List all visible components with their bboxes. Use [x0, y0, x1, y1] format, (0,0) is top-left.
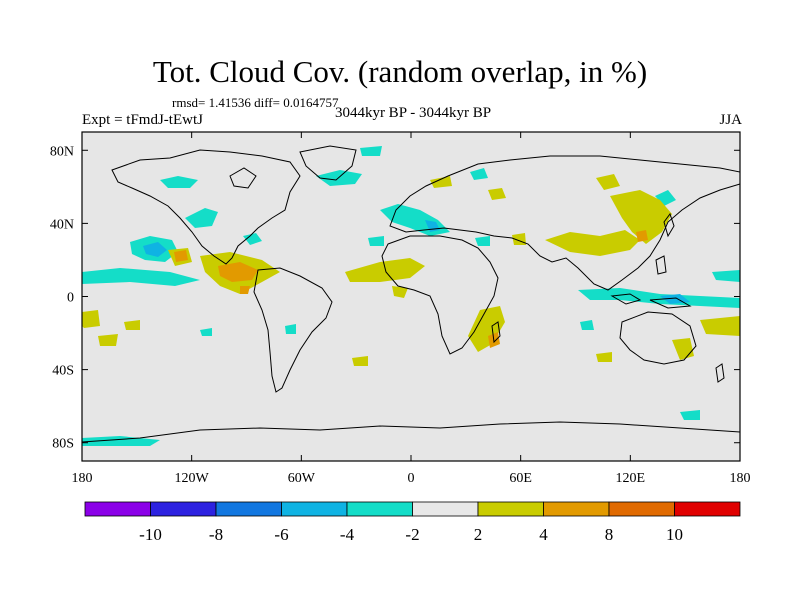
anomaly-patch: [218, 262, 258, 282]
colorbar-swatch: [346, 501, 413, 517]
coastlines: [81, 145, 741, 443]
colorbar-swatch: [543, 501, 610, 517]
latitude-axis: 80N 40N 0 40S 80S: [50, 144, 740, 452]
anomaly-patch: [124, 320, 140, 330]
colorbar: [84, 501, 741, 517]
colorbar-swatch: [150, 501, 217, 517]
stats-text: rmsd= 1.41536 diff= 0.0164757: [172, 95, 339, 110]
anomaly-patch: [610, 190, 672, 244]
anomaly-patch: [160, 176, 198, 188]
anomaly-patch: [470, 168, 488, 180]
anomaly-field: [82, 146, 740, 446]
continent-outline: [229, 167, 257, 189]
continent-outline: [610, 293, 642, 305]
anomaly-patch: [468, 306, 505, 352]
anomaly-patch: [655, 190, 676, 206]
anomaly-patch: [475, 236, 490, 246]
lon-tick-label: 0: [408, 471, 415, 486]
continent-outline: [619, 311, 697, 365]
colorbar-swatch: [608, 501, 675, 517]
anomaly-patch: [636, 230, 648, 242]
anomaly-patch: [580, 320, 594, 330]
colorbar-swatch: [281, 501, 348, 517]
continent-outline: [663, 212, 675, 238]
anomaly-patch: [82, 310, 100, 328]
colorbar-swatch: [215, 501, 282, 517]
continent-outline: [655, 255, 667, 275]
anomaly-patch: [712, 270, 740, 282]
colorbar-labels: -10 -8 -6 -4 -2 2 4 8 10: [139, 525, 683, 544]
anomaly-patch: [240, 286, 250, 294]
anomaly-patch: [488, 188, 506, 200]
lat-tick-label: 40N: [50, 217, 74, 232]
anomaly-patch: [98, 334, 118, 346]
anomaly-patch: [392, 286, 408, 298]
anomaly-patch: [174, 250, 188, 262]
lon-tick-label: 60E: [509, 471, 532, 486]
lat-tick-label: 80N: [50, 144, 74, 159]
continent-outline: [81, 421, 741, 443]
lon-tick-label: 180: [730, 471, 751, 486]
colorbar-swatch: [412, 501, 479, 517]
map-title: Tot. Cloud Cov. (random overlap, in %): [152, 54, 648, 89]
anomaly-patch: [185, 208, 218, 228]
lon-tick-label: 120W: [175, 471, 210, 486]
continent-outline: [389, 155, 741, 291]
anomaly-patch: [82, 436, 160, 446]
anomaly-patch: [200, 328, 212, 336]
continent-outline: [253, 267, 333, 393]
colorbar-label: -8: [209, 525, 223, 544]
anomaly-patch: [700, 316, 740, 336]
colorbar-swatch: [84, 501, 151, 517]
anomaly-patch: [143, 242, 167, 257]
lon-tick-label: 60W: [288, 471, 316, 486]
lat-tick-label: 40S: [52, 364, 74, 379]
lon-tick-label: 120E: [616, 471, 646, 486]
anomaly-patch: [680, 410, 700, 420]
lon-tick-label: 180: [72, 471, 93, 486]
anomaly-patch: [285, 324, 296, 334]
anomaly-patch: [545, 230, 640, 256]
continent-outline: [299, 145, 357, 181]
lat-tick-label: 80S: [52, 437, 74, 452]
colorbar-label: -2: [405, 525, 419, 544]
colorbar-label: 2: [474, 525, 483, 544]
continent-outline: [715, 363, 725, 383]
colorbar-label: -10: [139, 525, 162, 544]
lat-tick-label: 0: [67, 291, 74, 306]
colorbar-label: 10: [666, 525, 683, 544]
longitude-axis: 180 120W 60W 0 60E 120E 180: [72, 132, 751, 486]
anomaly-patch: [596, 352, 612, 362]
continent-outline: [381, 235, 499, 355]
experiment-label: Expt = tFmdJ-tEwtJ: [82, 112, 203, 128]
colorbar-label: -4: [340, 525, 355, 544]
anomaly-patch: [82, 268, 200, 286]
anomaly-patch: [578, 288, 740, 308]
continent-outline: [491, 321, 501, 344]
anomaly-patch: [596, 174, 620, 190]
anomaly-patch: [243, 233, 262, 245]
period-label: 3044kyr BP - 3044kyr BP: [334, 105, 492, 121]
season-label: JJA: [719, 112, 742, 128]
anomaly-patch: [368, 236, 384, 246]
colorbar-swatch: [674, 501, 741, 517]
colorbar-label: 4: [539, 525, 548, 544]
continent-outline: [111, 149, 301, 265]
continent-outline: [649, 297, 692, 309]
colorbar-label: 8: [605, 525, 614, 544]
colorbar-label: -6: [274, 525, 288, 544]
anomaly-patch: [430, 176, 452, 188]
anomaly-patch: [352, 356, 368, 366]
anomaly-patch: [360, 146, 382, 156]
colorbar-swatch: [477, 501, 544, 517]
